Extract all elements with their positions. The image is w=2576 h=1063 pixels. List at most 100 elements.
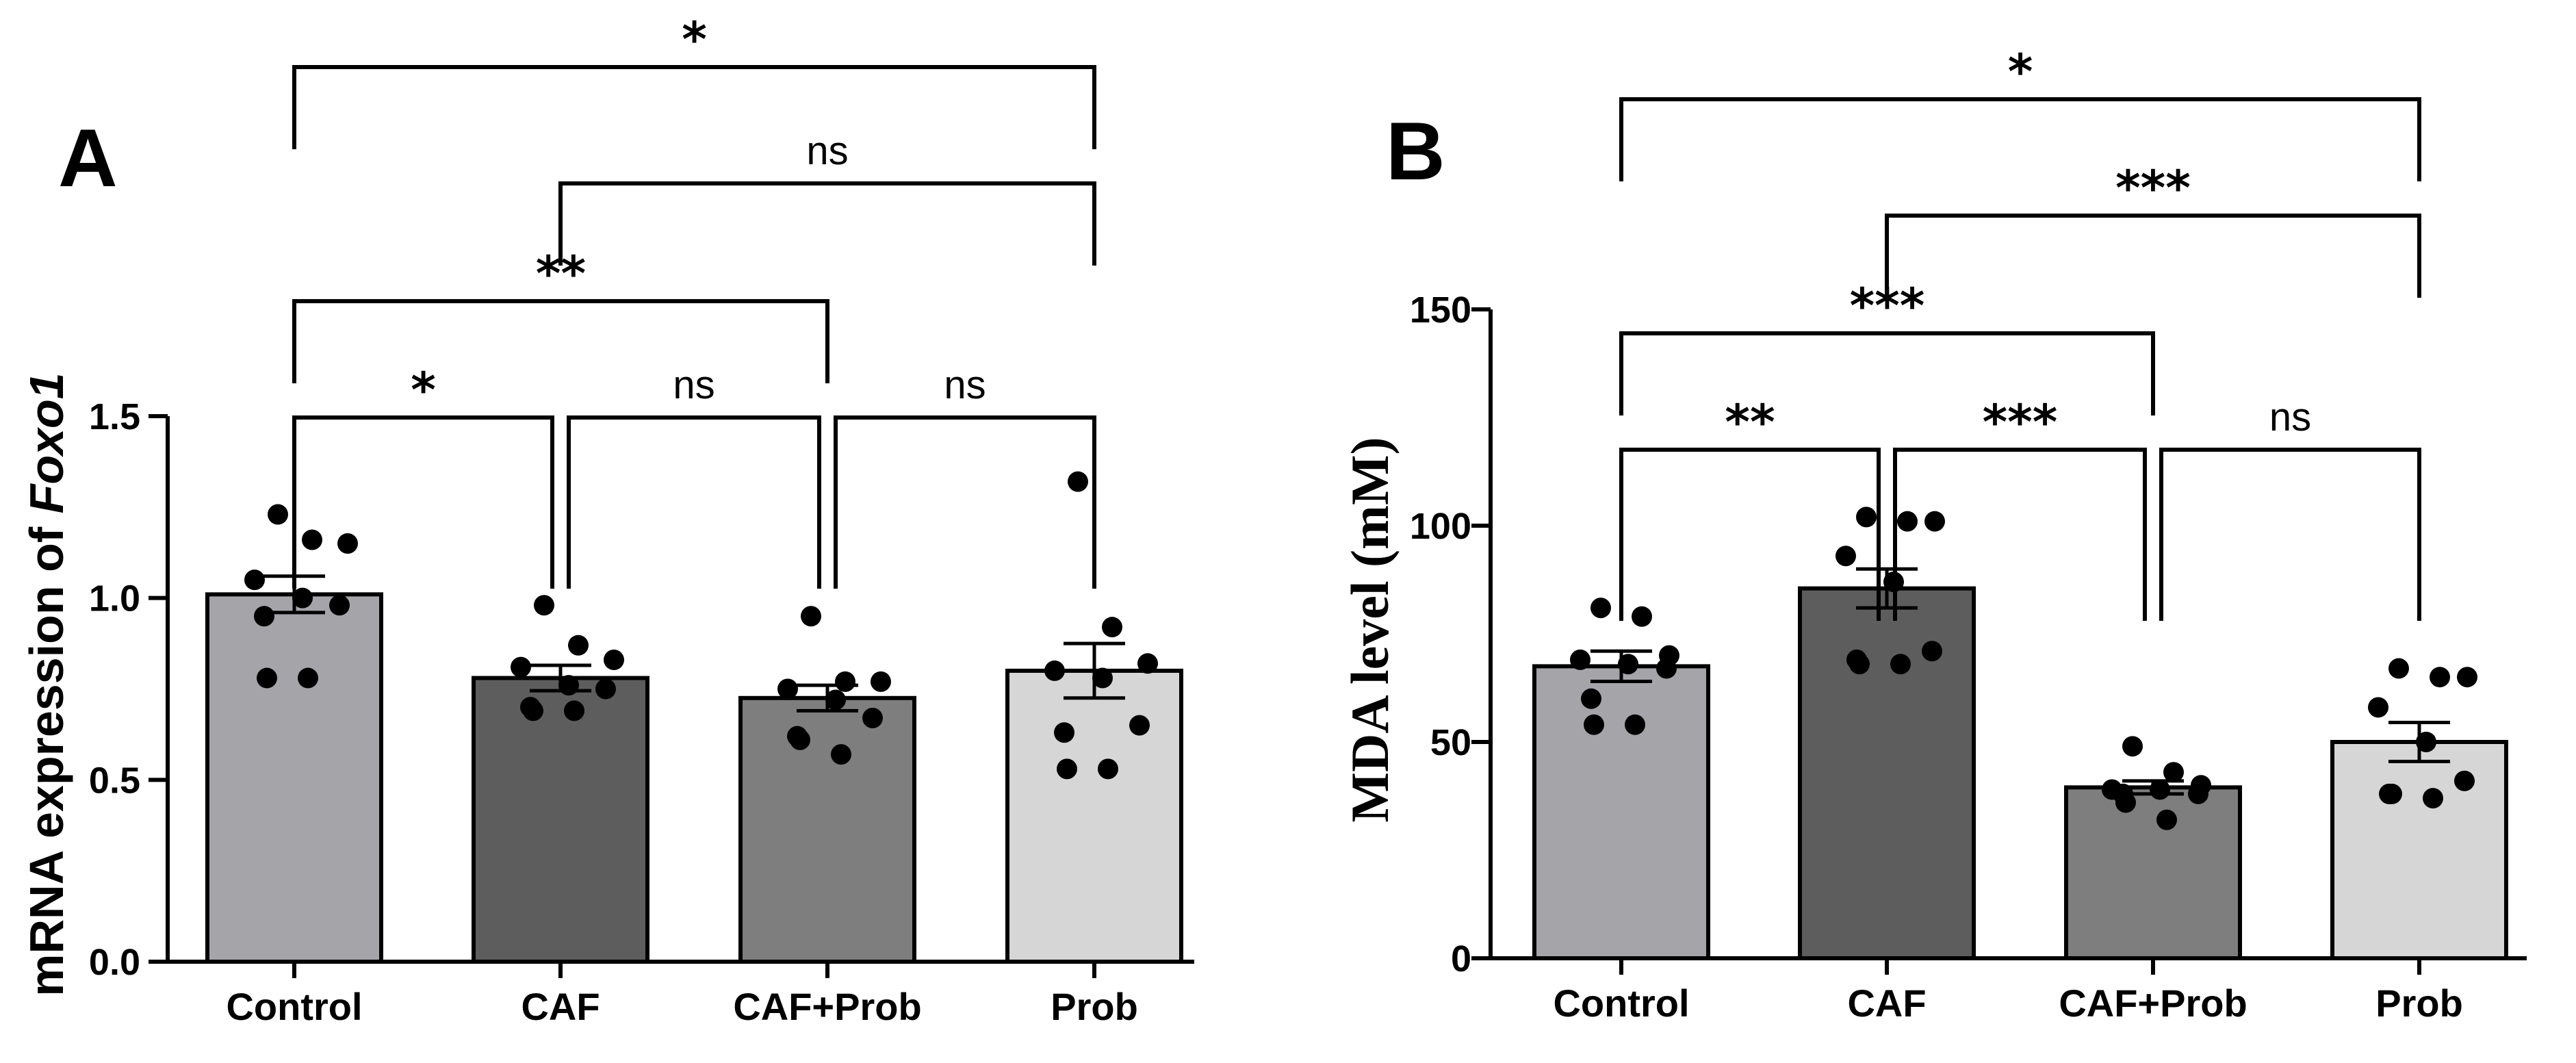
data-point <box>534 595 554 616</box>
data-point <box>595 678 616 700</box>
significance-label: *** <box>2115 160 2191 216</box>
data-point <box>558 675 579 696</box>
y-axis-title-text: mRNA expression of <box>20 513 73 996</box>
data-point <box>292 587 313 609</box>
data-point <box>564 700 584 721</box>
data-point <box>1057 758 1077 780</box>
data-point <box>1625 714 1645 735</box>
panel-label: B <box>1386 105 1445 197</box>
data-point <box>1836 546 1856 567</box>
data-point <box>2368 697 2388 718</box>
significance-bracket <box>1619 331 2155 415</box>
data-point <box>1632 606 1652 627</box>
data-point <box>777 678 798 700</box>
y-tick-label: 0.0 <box>89 942 140 983</box>
significance-bracket <box>1885 214 2421 298</box>
bar-caf <box>472 676 649 964</box>
x-category-label: Control <box>226 985 362 1028</box>
significance-bracket <box>1619 97 2421 181</box>
data-point <box>790 729 810 750</box>
data-point <box>1897 511 1918 532</box>
significance-bracket <box>1619 448 1881 621</box>
significance-label: * <box>682 12 707 68</box>
y-axis-title: mRNA expression of Foxo1 <box>20 372 73 996</box>
data-point <box>1044 660 1065 681</box>
data-point <box>2122 736 2143 757</box>
data-point <box>298 667 318 689</box>
significance-bracket <box>834 415 1096 589</box>
significance-bracket <box>567 415 821 589</box>
x-category-label: Control <box>1553 982 1689 1025</box>
bar-control <box>205 592 383 964</box>
significance-bracket <box>558 181 1096 266</box>
significance-label: ns <box>2269 395 2311 439</box>
data-point <box>2115 792 2136 813</box>
data-point <box>2416 732 2436 752</box>
data-point <box>1856 507 1877 528</box>
data-point <box>254 606 274 627</box>
data-point <box>871 671 891 692</box>
x-category-label: Prob <box>1051 985 1138 1028</box>
data-point <box>862 708 883 729</box>
y-tick-label: 100 <box>1410 506 1471 547</box>
data-point <box>302 529 322 550</box>
data-point <box>1590 598 1611 619</box>
data-point <box>1054 722 1074 743</box>
significance-bracket <box>292 65 1096 149</box>
data-point <box>1924 511 1945 532</box>
data-point <box>1584 714 1604 735</box>
data-point <box>604 649 624 670</box>
data-point <box>523 700 543 721</box>
bar-prob <box>2330 740 2508 960</box>
data-point <box>1570 649 1590 670</box>
data-point <box>2423 788 2443 809</box>
data-point <box>1656 658 1677 679</box>
y-tick-label: 150 <box>1410 290 1471 331</box>
data-point <box>2457 667 2477 688</box>
panel-label: A <box>58 112 118 204</box>
panel-b-chart: 0 50 100 150 Control CAF CAF+Prob Prob MDA level… <box>1340 44 2527 1025</box>
data-point <box>1102 617 1122 638</box>
bar-caf <box>1798 586 1976 960</box>
y-axis-title-gene: Foxo1 <box>20 372 73 513</box>
data-point <box>1129 715 1150 736</box>
bar-caf-prob <box>738 695 916 964</box>
data-point <box>1849 654 1870 675</box>
data-point <box>2382 783 2402 804</box>
significance-label: ns <box>673 363 714 407</box>
data-point <box>835 671 855 692</box>
data-point <box>329 595 350 616</box>
data-point <box>2163 762 2184 783</box>
y-tick-label: 1.0 <box>89 578 140 619</box>
data-point <box>801 606 821 627</box>
data-point <box>511 656 531 678</box>
significance-label: * <box>411 362 436 418</box>
data-point <box>2454 770 2475 791</box>
data-point <box>244 569 265 591</box>
data-point <box>825 689 846 710</box>
significance-bracket <box>1893 448 2147 621</box>
y-tick-label: 0 <box>1451 938 1471 979</box>
x-category-label: CAF+Prob <box>2059 982 2247 1025</box>
significance-bracket <box>292 299 829 383</box>
bar-control <box>1532 664 1710 961</box>
significance-label: *** <box>1983 394 2058 450</box>
bar-caf-prob <box>2064 785 2242 960</box>
y-tick-label: 0.5 <box>89 760 140 801</box>
data-point <box>1098 758 1118 780</box>
significance-bracket <box>2159 448 2421 621</box>
data-point <box>268 504 288 525</box>
data-point <box>2188 783 2208 804</box>
significance-label: ns <box>944 363 986 407</box>
significance-label: * <box>2008 44 2033 100</box>
data-point <box>2388 658 2409 679</box>
x-category-label: Prob <box>2375 982 2463 1025</box>
data-point <box>1922 641 1942 662</box>
x-category-label: CAF <box>521 985 600 1028</box>
data-point <box>1068 471 1088 492</box>
data-point <box>2430 667 2450 688</box>
data-point <box>1137 653 1158 674</box>
data-point <box>1890 654 1911 675</box>
data-point <box>1581 688 1601 709</box>
